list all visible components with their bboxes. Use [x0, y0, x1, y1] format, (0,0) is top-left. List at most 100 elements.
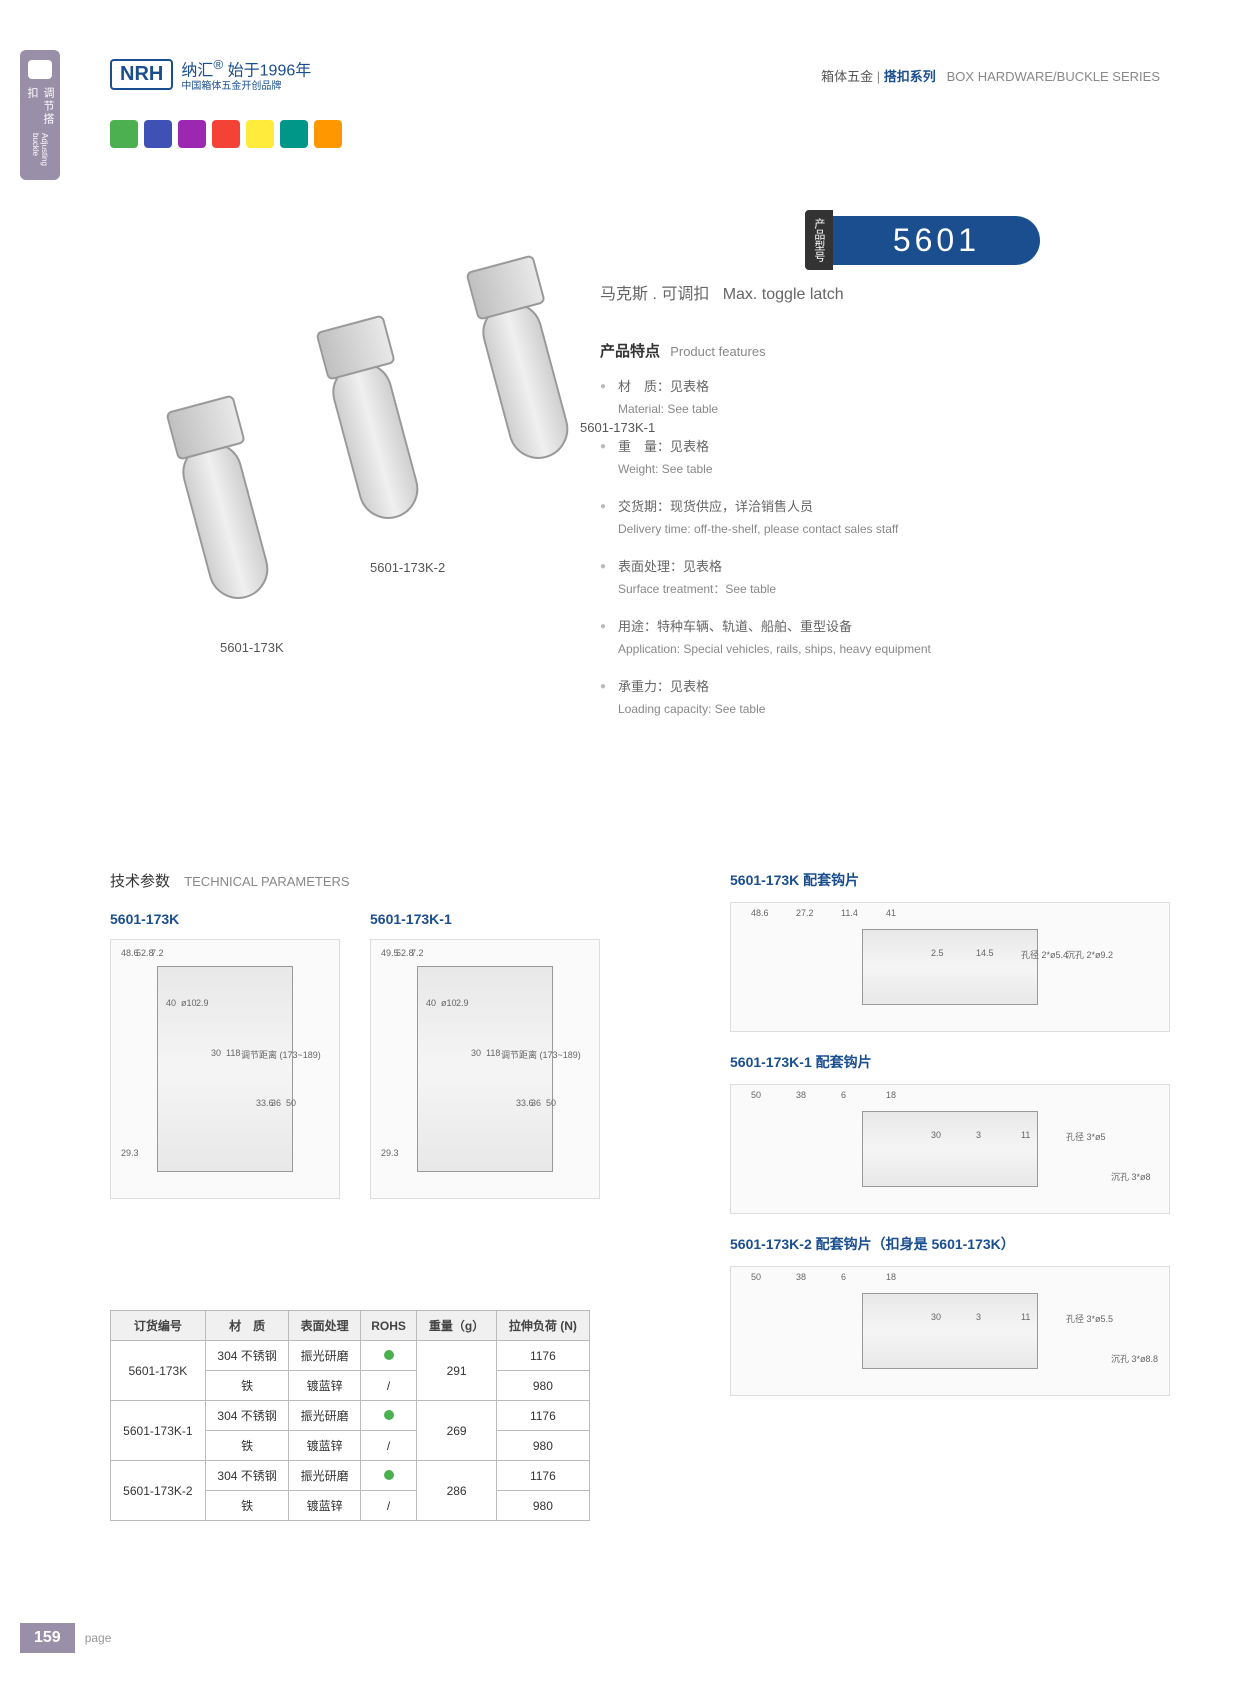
- latch-render: [165, 394, 284, 605]
- dimension-label: 40: [166, 998, 176, 1008]
- dimension-label: 2.9: [456, 998, 469, 1008]
- dimension-label: 调节距离 (173~189): [501, 1048, 581, 1061]
- page-footer: 159 page: [20, 1623, 111, 1653]
- cell-code: 5601-173K-1: [111, 1401, 206, 1461]
- dimension-label: 48.6: [751, 908, 769, 918]
- diagram-drawing: 49.552.87.240ø102.930118调节距离 (173~189)33…: [370, 939, 600, 1199]
- badge-icon: [212, 120, 240, 148]
- product-subtitle: 马克斯 . 可调扣 Max. toggle latch: [600, 280, 1080, 304]
- model-number: 5601: [833, 216, 1040, 265]
- badge-icon: [144, 120, 172, 148]
- dimension-label: 沉孔 2*ø9.2: [1066, 948, 1113, 961]
- dimension-label: 29.3: [381, 1148, 399, 1158]
- diagram: 5601-173K-149.552.87.240ø102.930118调节距离 …: [370, 911, 600, 1199]
- model-badge: 产品型号 5601: [805, 210, 1040, 270]
- table-header: ROHS: [360, 1311, 417, 1341]
- dimension-label: 30: [471, 1048, 481, 1058]
- logo-tag: 始于1996年: [228, 63, 312, 80]
- product-image: 5601-173K 5601-173K-2 5601-173K-1: [160, 240, 660, 680]
- diagram-drawing: 503861830311孔径 3*ø5沉孔 3*ø8: [730, 1084, 1170, 1214]
- diagram-drawing: 503861830311孔径 3*ø5.5沉孔 3*ø8.8: [730, 1266, 1170, 1396]
- dimension-label: 50: [751, 1272, 761, 1282]
- badge-icon: [178, 120, 206, 148]
- dimension-label: 14.5: [976, 948, 994, 958]
- dimension-label: 6: [841, 1272, 846, 1282]
- dimension-label: 41: [886, 908, 896, 918]
- cell-code: 5601-173K-2: [111, 1461, 206, 1521]
- badge-icon: [246, 120, 274, 148]
- dimension-label: 118: [226, 1048, 240, 1058]
- logo-text: 纳汇® 始于1996年 中国箱体五金开创品牌: [181, 57, 311, 93]
- dimension-label: 30: [931, 1130, 941, 1140]
- dimension-label: 调节距离 (173~189): [241, 1048, 321, 1061]
- feature-item: 重 量：见表格Weight: See table: [600, 437, 1080, 479]
- logo: NRH 纳汇® 始于1996年 中国箱体五金开创品牌: [110, 57, 311, 93]
- cat-main: 箱体五金: [821, 69, 873, 84]
- diagram-drawing: 48.652.87.240ø102.930118调节距离 (173~189)33…: [110, 939, 340, 1199]
- header-category: 箱体五金 | 搭扣系列 BOX HARDWARE/BUCKLE SERIES: [821, 66, 1160, 85]
- logo-zh: 纳汇: [181, 63, 213, 80]
- parameters-table: 订货编号材 质表面处理ROHS重量（g）拉伸负荷 (N) 5601-173K30…: [110, 1310, 590, 1521]
- diagram-title: 5601-173K-2 配套钩片（扣身是 5601-173K）: [730, 1234, 1170, 1254]
- feature-badges: [110, 120, 342, 148]
- diagram-title: 5601-173K-1 配套钩片: [730, 1052, 1170, 1072]
- dimension-label: 3: [976, 1130, 981, 1140]
- badge-icon: [110, 120, 138, 148]
- feature-item: 材 质：见表格Material: See table: [600, 377, 1080, 419]
- dimension-label: 2.9: [196, 998, 209, 1008]
- cat-accent: 搭扣系列: [884, 69, 936, 84]
- product-label: 5601-173K: [220, 640, 284, 655]
- table-row: 5601-173K-1304 不锈钢振光研磨2691176: [111, 1401, 590, 1431]
- dimension-label: 50: [751, 1090, 761, 1100]
- subtitle-zh: 马克斯 . 可调扣: [600, 286, 709, 303]
- dimension-label: 29.3: [121, 1148, 139, 1158]
- diagram-title: 5601-173K-1: [370, 911, 600, 927]
- product-label: 5601-173K-2: [370, 560, 445, 575]
- dimension-label: 沉孔 3*ø8: [1111, 1170, 1151, 1183]
- feature-item: 表面处理：见表格Surface treatment：See table: [600, 557, 1080, 599]
- latch-render: [465, 254, 584, 465]
- product-area: 5601-173K 5601-173K-2 5601-173K-1 产品型号 5…: [110, 180, 1160, 740]
- diagram: 5601-173K48.652.87.240ø102.930118调节距离 (1…: [110, 911, 340, 1199]
- table-header: 表面处理: [289, 1311, 360, 1341]
- dimension-label: 36: [271, 1098, 281, 1108]
- diagram-drawing: 48.627.211.4412.514.5孔径 2*ø5.4沉孔 2*ø9.2: [730, 902, 1170, 1032]
- table-row: 5601-173K304 不锈钢振光研磨2911176: [111, 1341, 590, 1371]
- feature-item: 交货期：现货供应，详洽销售人员Delivery time: off-the-sh…: [600, 497, 1080, 539]
- logo-sub: 中国箱体五金开创品牌: [181, 81, 311, 93]
- rohs-dot: [384, 1350, 394, 1360]
- table-header: 材 质: [205, 1311, 289, 1341]
- dimension-label: 孔径 3*ø5: [1066, 1130, 1106, 1143]
- table-header: 拉伸负荷 (N): [496, 1311, 589, 1341]
- dimension-label: 38: [796, 1272, 806, 1282]
- diagram-title: 5601-173K: [110, 911, 340, 927]
- dimension-label: ø10: [441, 998, 457, 1008]
- model-label: 产品型号: [805, 210, 833, 270]
- dimension-label: 2.5: [931, 948, 944, 958]
- feature-item: 承重力：见表格Loading capacity: See table: [600, 677, 1080, 719]
- dimension-label: 沉孔 3*ø8.8: [1111, 1352, 1158, 1365]
- dimension-label: 孔径 3*ø5.5: [1066, 1312, 1113, 1325]
- table-row: 5601-173K-2304 不锈钢振光研磨2861176: [111, 1461, 590, 1491]
- cat-en: BOX HARDWARE/BUCKLE SERIES: [947, 69, 1160, 84]
- rohs-dot: [384, 1470, 394, 1480]
- dimension-label: 7.2: [151, 948, 164, 958]
- sidebar-tab: 调节搭扣 Adjusting buckle: [20, 50, 60, 180]
- dimension-label: 50: [546, 1098, 556, 1108]
- page-number: 159: [20, 1623, 75, 1653]
- dimension-label: 3: [976, 1312, 981, 1322]
- badge-icon: [280, 120, 308, 148]
- feature-item: 用途：特种车辆、轨道、船舶、重型设备Application: Special v…: [600, 617, 1080, 659]
- diagram: 5601-173K-2 配套钩片（扣身是 5601-173K）503861830…: [730, 1234, 1170, 1396]
- latch-render: [315, 314, 434, 525]
- sidebar-icon: [28, 60, 52, 79]
- dimension-label: 11: [1021, 1130, 1030, 1140]
- table-header: 订货编号: [111, 1311, 206, 1341]
- diagram-title: 5601-173K 配套钩片: [730, 870, 1170, 890]
- dimension-label: 40: [426, 998, 436, 1008]
- sidebar-label-zh: 调节搭扣: [24, 87, 56, 129]
- dimension-label: 11: [1021, 1312, 1030, 1322]
- dimension-label: 6: [841, 1090, 846, 1100]
- dimension-label: 30: [931, 1312, 941, 1322]
- features-list: 产品特点 Product features 材 质：见表格Material: S…: [600, 340, 1080, 737]
